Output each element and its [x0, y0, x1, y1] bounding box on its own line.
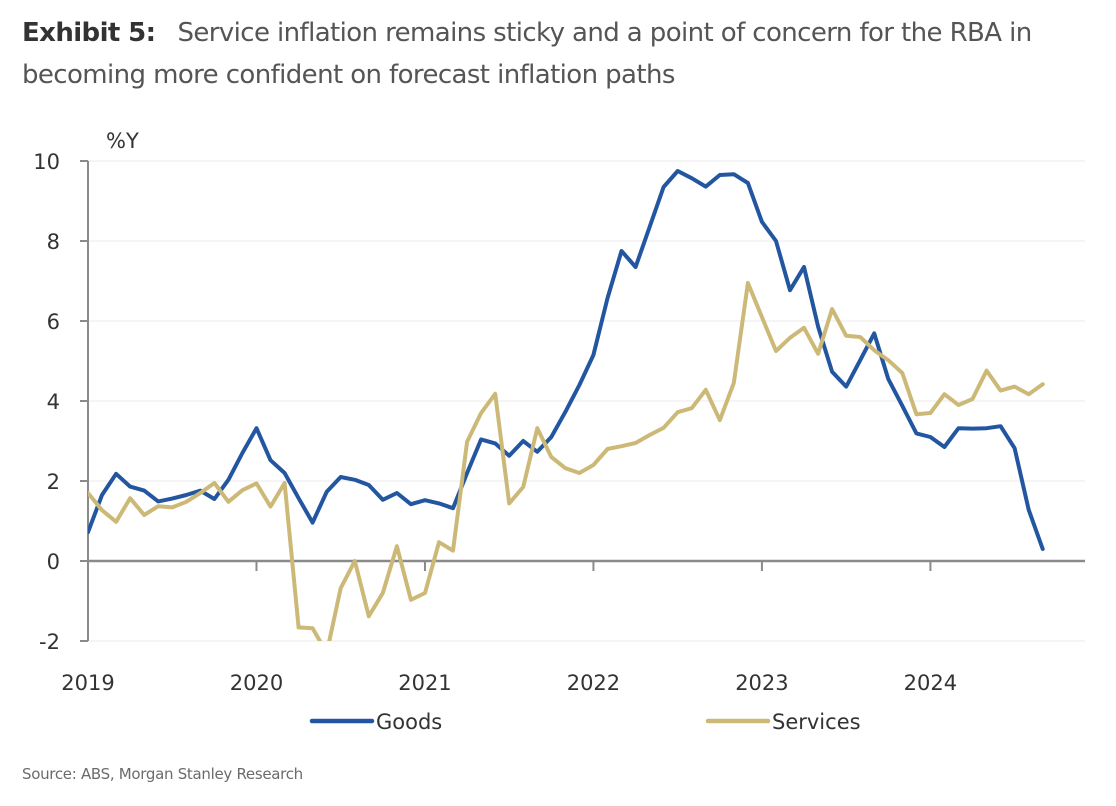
title-text: Service inflation remains sticky and a p…: [22, 18, 1032, 90]
y-tick-label: 4: [47, 390, 60, 414]
x-tick-label: 2019: [61, 671, 114, 695]
legend-label: Goods: [376, 710, 442, 734]
x-tick-label: 2022: [567, 671, 620, 695]
y-tick-label: -2: [39, 630, 60, 654]
legend-item-services: Services: [705, 710, 861, 734]
series-line-services: [88, 281, 1045, 641]
y-tick-label: 6: [47, 310, 60, 334]
legend-item-goods: Goods: [309, 710, 442, 734]
x-tick-label: 2020: [230, 671, 283, 695]
x-tick-label: 2024: [904, 671, 957, 695]
exhibit-label: Exhibit 5:: [22, 18, 156, 48]
legend: Goods Services: [309, 710, 861, 734]
gridlines: [88, 160, 1085, 642]
series-line-goods: [88, 169, 1045, 551]
series-lines: [88, 169, 1045, 641]
x-tick-label: 2023: [735, 671, 788, 695]
y-tick-label: 0: [47, 550, 60, 574]
source-note: Source: ABS, Morgan Stanley Research: [22, 765, 303, 783]
line-chart: %Y -2 0 2 4 6 8 10 2019 2020 2021 2022 2023 2024 Go…: [33, 129, 1085, 734]
x-tick-label: 2021: [398, 671, 451, 695]
x-tick-labels: 2019 2020 2021 2022 2023 2024: [61, 671, 957, 695]
y-tick-label: 2: [47, 470, 60, 494]
legend-label: Services: [772, 710, 861, 734]
y-tick-labels: -2 0 2 4 6 8 10: [33, 150, 60, 654]
axes: [80, 160, 1085, 642]
chart-title: Exhibit 5: Service inflation remains stic…: [22, 12, 1102, 96]
y-axis-unit-label: %Y: [106, 129, 139, 153]
y-tick-label: 8: [47, 230, 60, 254]
y-tick-label: 10: [33, 150, 60, 174]
